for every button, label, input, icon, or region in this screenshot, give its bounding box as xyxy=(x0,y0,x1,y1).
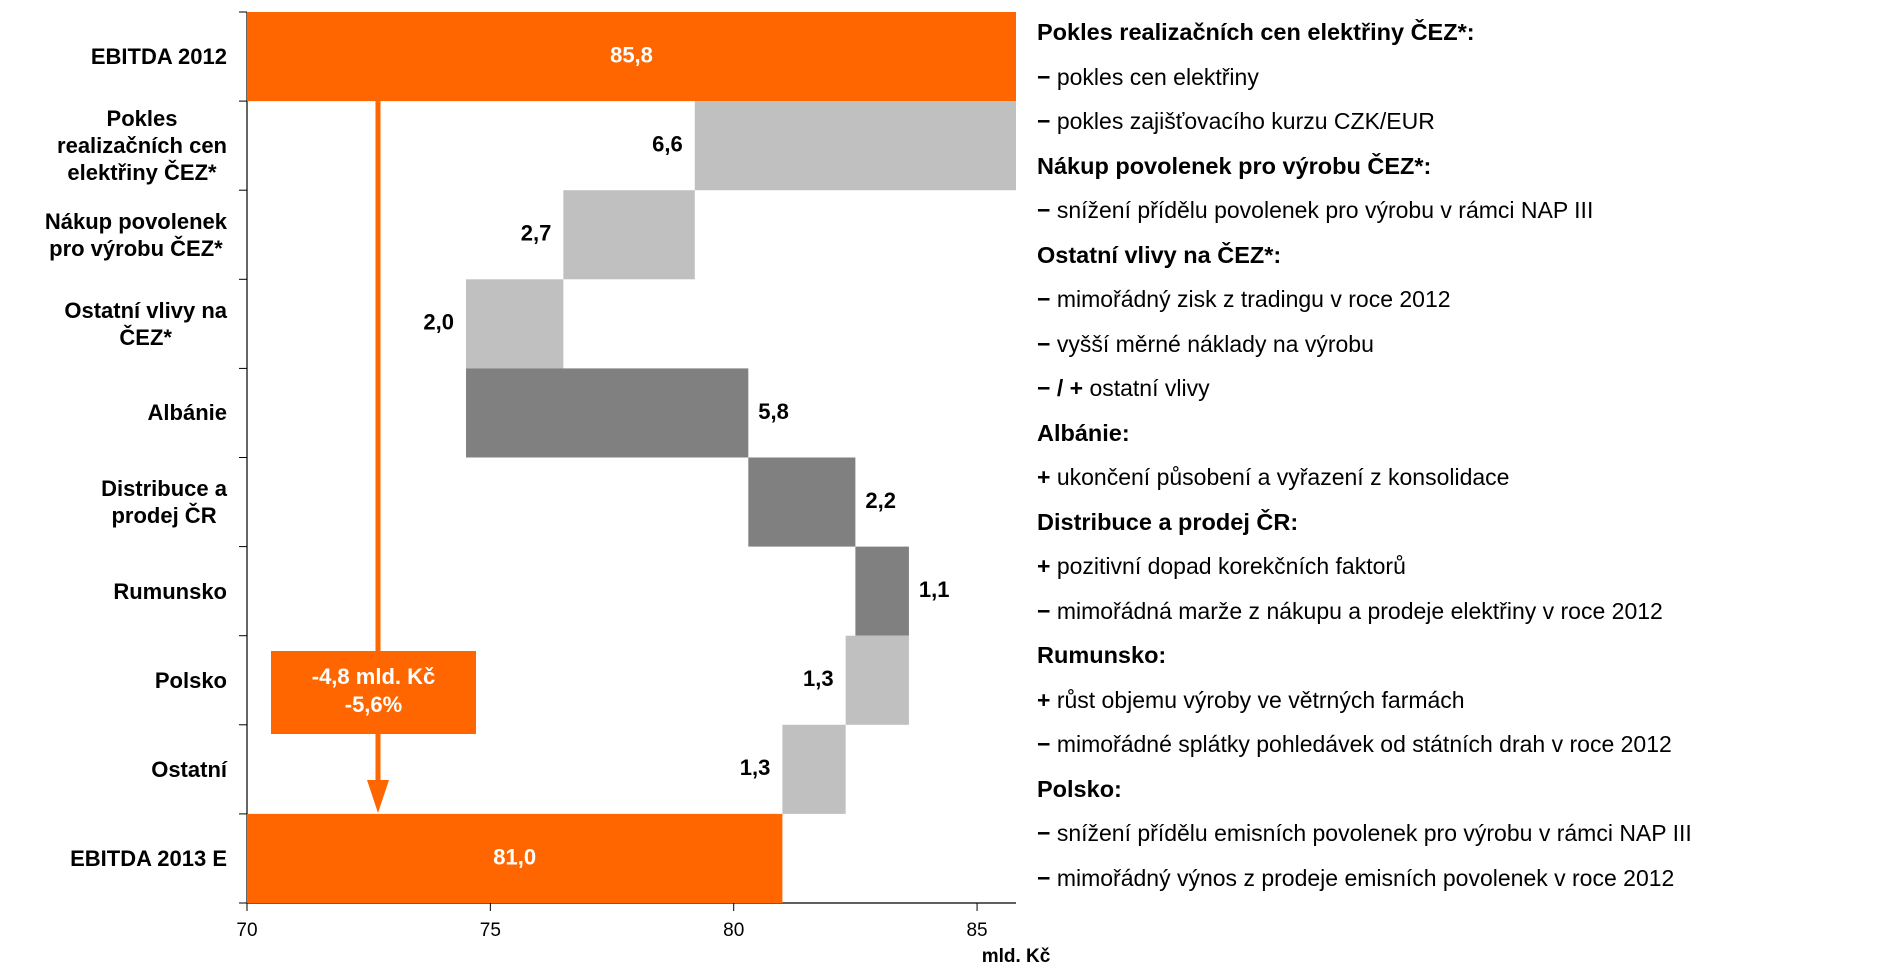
bar xyxy=(782,724,846,814)
note-sign: − xyxy=(1037,286,1051,312)
category-label: Albánie xyxy=(147,400,227,426)
bar xyxy=(845,635,909,725)
note-item: + růst objemu výroby ve větrných farmách xyxy=(1037,678,1877,723)
data-label: 85,8 xyxy=(610,42,653,67)
note-sign: − xyxy=(1037,330,1051,357)
note-text: snížení přídělu emisních povolenek pro v… xyxy=(1056,820,1692,846)
note-sign: − xyxy=(1037,108,1051,134)
data-label: 1,1 xyxy=(919,577,950,602)
note-text: snížení přídělu povolenek pro výrobu v r… xyxy=(1056,197,1594,223)
note-item: + ukončení působení a vyřazení z konsoli… xyxy=(1037,455,1877,500)
data-label: 2,0 xyxy=(423,310,454,335)
note-sign: − xyxy=(1037,731,1051,757)
category-label: Nákup povolenek pro výrobu ČEZ* xyxy=(44,208,227,261)
note-heading: Rumunsko: xyxy=(1037,642,1167,668)
bar xyxy=(563,190,695,280)
note-text: mimořádný výnos z prodeje emisních povol… xyxy=(1056,864,1675,891)
note-item: − / + ostatní vlivy xyxy=(1037,366,1877,411)
data-label: 2,7 xyxy=(521,221,552,246)
note-item: − vyšší měrné náklady na výrobu xyxy=(1037,322,1877,367)
note-sign: − xyxy=(1037,197,1051,223)
note-heading: Polsko: xyxy=(1037,775,1122,802)
note-item: + pozitivní dopad korekčních faktorů xyxy=(1037,544,1877,589)
data-label: 2,2 xyxy=(865,488,896,513)
bar xyxy=(748,457,856,547)
note-item: − mimořádné splátky pohledávek od státní… xyxy=(1037,722,1877,767)
note-text: pokles zajišťovacího kurzu CZK/EUR xyxy=(1056,108,1435,134)
note-text: mimořádný zisk z tradingu v roce 2012 xyxy=(1056,286,1451,312)
note-text: pokles cen elektřiny xyxy=(1056,63,1259,90)
annotation-box xyxy=(271,651,476,734)
note-heading: Nákup povolenek pro výrobu ČEZ*: xyxy=(1037,152,1432,179)
category-label: Polsko xyxy=(154,667,227,693)
note-text: mimořádná marže z nákupu a prodeje elekt… xyxy=(1056,597,1663,624)
annotation-text: -5,6% xyxy=(345,692,402,717)
category-label: Distribuce a prodej ČR xyxy=(101,476,227,529)
note-sign: − / + xyxy=(1037,375,1084,401)
note-text: pozitivní dopad korekčních faktorů xyxy=(1056,553,1406,579)
category-label: EBITDA 2013 E xyxy=(70,845,227,871)
category-label: Pokles realizačních cen elektřiny ČEZ* xyxy=(57,106,227,186)
note-item: − snížení přídělu emisních povolenek pro… xyxy=(1037,811,1877,856)
note-text: ukončení působení a vyřazení z konsolida… xyxy=(1056,464,1510,490)
bar xyxy=(694,101,1016,191)
bar xyxy=(466,279,564,369)
note-sign: + xyxy=(1037,464,1051,490)
data-label: 6,6 xyxy=(652,131,683,156)
x-tick-label: 80 xyxy=(723,920,744,941)
data-label: 1,3 xyxy=(803,666,834,691)
category-label: Ostatní xyxy=(151,756,227,782)
note-sign: + xyxy=(1037,686,1051,713)
data-label: 5,8 xyxy=(758,399,789,424)
category-label: Ostatní vlivy na ČEZ* xyxy=(64,297,227,350)
data-label: 81,0 xyxy=(493,844,536,869)
note-heading: Distribuce a prodej ČR: xyxy=(1037,508,1299,535)
bar xyxy=(247,813,783,903)
data-label: 1,3 xyxy=(740,755,771,780)
note-item: − mimořádná marže z nákupu a prodeje ele… xyxy=(1037,589,1877,634)
note-heading: Pokles realizačních cen elektřiny ČEZ*: xyxy=(1037,19,1475,45)
x-tick-label: 85 xyxy=(966,920,987,941)
x-tick-label: 75 xyxy=(480,920,501,941)
bar xyxy=(466,368,749,458)
note-text: vyšší měrné náklady na výrobu xyxy=(1056,330,1374,357)
note-item: − snížení přídělu povolenek pro výrobu v… xyxy=(1037,188,1877,233)
note-sign: − xyxy=(1037,864,1051,891)
note-sign: − xyxy=(1037,820,1051,846)
notes-panel: Pokles realizačních cen elektřiny ČEZ*: −… xyxy=(1037,10,1877,900)
x-tick-label: 70 xyxy=(236,920,257,941)
note-item: − mimořádný výnos z prodeje emisních pov… xyxy=(1037,856,1877,901)
note-text: ostatní vlivy xyxy=(1089,375,1210,401)
category-label: Rumunsko xyxy=(113,578,227,604)
note-sign: − xyxy=(1037,63,1051,90)
bar xyxy=(855,546,909,636)
note-text: mimořádné splátky pohledávek od státních… xyxy=(1056,731,1672,757)
category-label: EBITDA 2012 xyxy=(90,44,227,70)
note-sign: − xyxy=(1037,597,1051,624)
x-axis-label: mld. Kč xyxy=(982,946,1051,967)
note-item: − mimořádný zisk z tradingu v roce 2012 xyxy=(1037,277,1877,322)
note-text: růst objemu výroby ve větrných farmách xyxy=(1056,686,1465,713)
note-item: − pokles zajišťovacího kurzu CZK/EUR xyxy=(1037,99,1877,144)
note-item: − pokles cen elektřiny xyxy=(1037,55,1877,100)
bar xyxy=(247,12,1016,102)
arrow-head xyxy=(367,780,389,813)
annotation-text: -4,8 mld. Kč xyxy=(312,664,435,689)
note-heading: Albánie: xyxy=(1037,419,1130,446)
note-heading: Ostatní vlivy na ČEZ*: xyxy=(1037,241,1282,268)
note-sign: + xyxy=(1037,553,1051,579)
